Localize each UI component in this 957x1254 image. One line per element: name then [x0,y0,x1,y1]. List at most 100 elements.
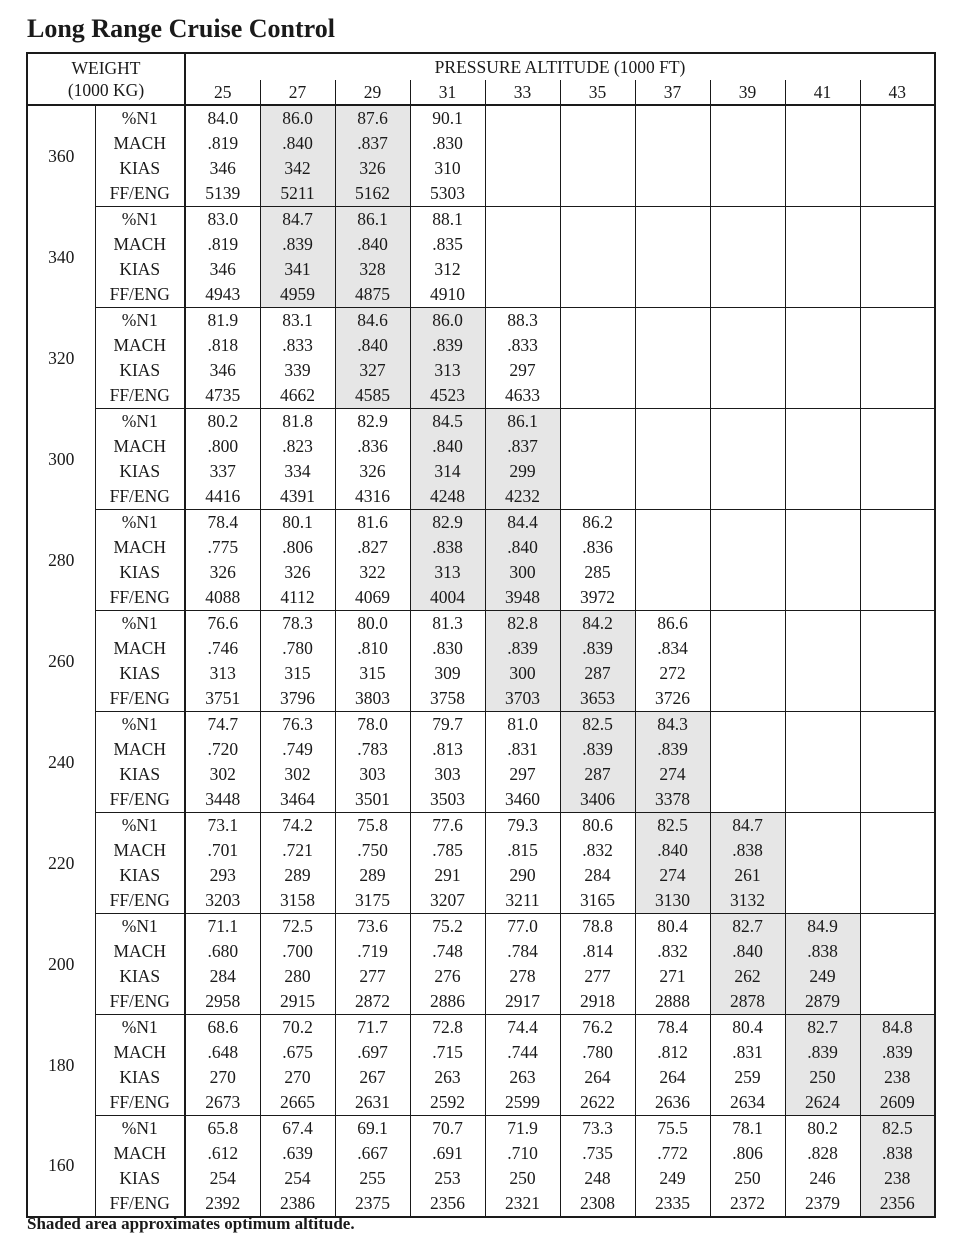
value-cell [709,636,785,661]
value-cell [784,156,860,181]
value-cell: 313 [209,663,236,683]
value-cell: 84.8 [859,1014,936,1040]
value-cell: .839 [409,333,485,358]
value-cell: 81.3 [409,610,485,636]
value-cell [859,535,936,560]
value-cell: 81.9 [207,310,239,330]
value-cell: .836 [334,434,410,459]
value-cell [559,434,635,459]
value-cell [859,838,936,863]
value-cell: 3130 [634,888,710,914]
table-row: MACH .612 .639.667.691.710.735.772.806.828… [27,1141,936,1166]
value-cell: 3703 [484,686,560,712]
value-cell: 4523 [409,383,485,409]
value-cell: 284 [209,966,236,986]
value-cell: 3464 [259,787,335,813]
value-cell [784,636,860,661]
param-label: %N1 [95,711,186,737]
value-cell: .839 [559,737,635,762]
value-cell [634,307,710,333]
value-cell: 80.6 [559,812,635,838]
value-cell: 254 [209,1168,236,1188]
table-row: KIAS 284 280 277 276 278 277 271 262 249 [27,964,936,989]
value-cell: 346 [209,259,236,279]
value-cell [784,105,860,131]
weight-cell: 180 [27,1014,96,1116]
param-label: %N1 [95,105,186,131]
value-cell: 74.4 [484,1014,560,1040]
value-cell: 78.4 [207,512,239,532]
value-cell: .819 [207,133,239,153]
value-cell: 67.4 [259,1115,335,1141]
table-row: KIAS 293 289 289 291 290 284 274 261 [27,863,936,888]
value-cell: 4585 [334,383,410,409]
table-row: 260 %N1 76.6 78.3 80.0 81.3 82.8 84.2 86.6 [27,610,936,712]
value-cell [709,509,785,535]
value-cell: 82.9 [334,408,410,434]
value-cell: 82.8 [484,610,560,636]
value-cell: 73.6 [334,913,410,939]
value-cell [784,484,860,510]
table-row: FF/ENG 3448 3464 3501 3503 3460 3406 3378 [27,787,936,813]
value-cell: 78.4 [634,1014,710,1040]
value-cell: 287 [559,762,635,787]
value-cell: 76.3 [259,711,335,737]
value-cell: 86.0 [409,307,485,333]
altitude-header-row: 25 27 29 31 33 35 37 39 41 43 [27,80,936,106]
value-cell: 75.8 [334,812,410,838]
value-cell: .833 [484,333,560,358]
value-cell: 2958 [185,989,260,1015]
value-cell: 327 [334,358,410,383]
value-cell: 250 [709,1166,785,1191]
value-cell: .819 [207,234,239,254]
value-cell: .815 [484,838,560,863]
value-cell: 4069 [334,585,410,611]
value-cell: 88.3 [484,307,560,333]
value-cell: 71.7 [334,1014,410,1040]
value-cell: 315 [334,661,410,686]
value-cell [634,383,710,409]
table-row: KIAS 302 302 303 303 297 287 274 [27,762,936,787]
value-cell: .839 [484,636,560,661]
table-row: 180 %N1 68.6 70.2 71.7 72.8 74.4 76.2 78.4 80.4 82… [27,1014,936,1116]
value-cell: .721 [259,838,335,863]
value-cell: 3503 [409,787,485,813]
table-row: MACH .775 .806.827.838.840.836 [27,535,936,560]
value-cell [859,484,936,510]
value-cell [484,206,560,232]
value-cell [784,307,860,333]
value-cell: 84.4 [484,509,560,535]
value-cell: 65.8 [207,1118,239,1138]
value-cell [634,585,710,611]
value-cell: 80.4 [709,1014,785,1040]
value-cell: 84.2 [559,610,635,636]
value-cell: 326 [259,560,335,585]
table-row: MACH .701 .721.750.785.815.832.840.838 [27,838,936,863]
weight-header-label: WEIGHT [71,58,141,78]
value-cell [859,686,936,712]
value-cell: 271 [634,964,710,989]
value-cell [709,307,785,333]
value-cell: .834 [634,636,710,661]
value-cell [709,408,785,434]
value-cell: 2915 [259,989,335,1015]
value-cell [709,156,785,181]
value-cell: .812 [634,1040,710,1065]
value-cell: 262 [709,964,785,989]
value-cell: 4633 [484,383,560,409]
param-label: MACH [95,434,186,459]
value-cell: 285 [559,560,635,585]
value-cell [484,156,560,181]
value-cell [559,459,635,484]
param-label: %N1 [95,610,186,636]
value-cell [859,989,936,1015]
value-cell [484,282,560,308]
value-cell [709,787,785,813]
value-cell: 326 [334,459,410,484]
value-cell [859,711,936,737]
value-cell: 339 [259,358,335,383]
value-cell: .832 [634,939,710,964]
value-cell: 79.3 [484,812,560,838]
value-cell: .839 [634,737,710,762]
value-cell [559,131,635,156]
